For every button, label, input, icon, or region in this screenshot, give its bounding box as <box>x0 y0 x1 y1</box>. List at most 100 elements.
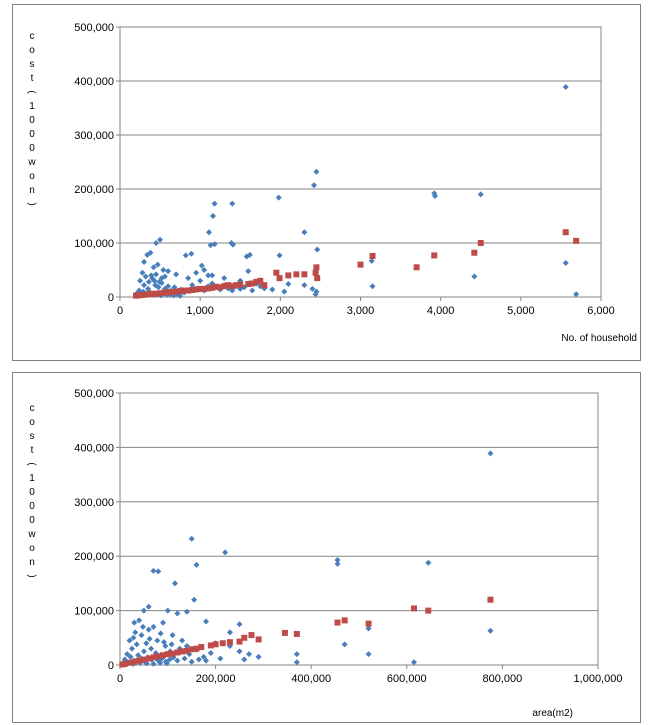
y-axis-label-char: 0 <box>29 501 35 512</box>
data-point <box>368 257 375 264</box>
data-point <box>253 278 260 285</box>
data-point <box>133 292 140 299</box>
data-point <box>165 283 172 290</box>
data-point <box>212 641 219 648</box>
data-point <box>293 651 300 658</box>
data-point <box>160 652 167 659</box>
data-point <box>197 285 204 292</box>
data-point <box>369 283 376 290</box>
data-point <box>132 629 139 636</box>
y-axis-label-char: s <box>30 59 35 70</box>
x-tick-label: 600,000 <box>387 673 427 685</box>
data-point <box>562 259 569 266</box>
x-tick-label: 6,000 <box>587 305 615 317</box>
y-tick-label: 100,000 <box>74 606 114 618</box>
data-point <box>229 283 236 290</box>
data-point <box>185 287 192 294</box>
data-point <box>203 618 210 625</box>
data-point <box>141 258 148 265</box>
data-point <box>219 640 226 647</box>
series-0 <box>134 83 580 299</box>
data-point <box>174 610 181 617</box>
data-point <box>357 261 364 268</box>
data-point <box>217 284 224 291</box>
y-tick-label: 400,000 <box>74 76 114 88</box>
data-point <box>140 656 147 663</box>
data-point <box>157 630 164 637</box>
data-point <box>128 645 135 652</box>
data-point <box>189 286 196 293</box>
data-point <box>311 182 318 189</box>
data-point <box>188 250 195 257</box>
y-tick-label: 100,000 <box>74 238 114 250</box>
data-point <box>153 240 160 246</box>
data-point <box>138 632 145 639</box>
data-point <box>293 630 300 637</box>
data-point <box>155 653 162 660</box>
data-point <box>285 272 292 279</box>
data-point <box>365 625 372 632</box>
y-axis-label-char: 1 <box>29 473 35 484</box>
data-point <box>174 657 181 664</box>
data-point <box>155 568 162 575</box>
data-point <box>207 642 214 649</box>
data-point <box>226 629 233 636</box>
data-point <box>431 252 438 259</box>
data-point <box>144 251 151 258</box>
data-point <box>432 193 439 200</box>
y-axis-label-char: ) <box>26 202 37 205</box>
y-axis-label-char: o <box>29 543 35 554</box>
y-axis-label-char: o <box>29 45 35 56</box>
y-axis-label-char: n <box>29 185 35 196</box>
data-point <box>233 282 240 289</box>
data-point <box>177 288 184 295</box>
data-point <box>410 659 417 666</box>
data-point <box>140 648 147 655</box>
data-point <box>293 271 300 278</box>
data-point <box>365 620 372 627</box>
data-point <box>471 249 478 256</box>
data-point <box>146 635 153 642</box>
data-point <box>425 559 432 566</box>
data-point <box>150 660 157 667</box>
x-axis-label: area(m2) <box>532 708 573 719</box>
data-point <box>487 596 494 603</box>
data-point <box>193 269 200 276</box>
data-point <box>312 291 319 298</box>
data-point <box>154 637 161 644</box>
data-point <box>148 645 155 652</box>
data-point <box>193 561 200 568</box>
data-point <box>226 639 233 646</box>
y-axis-label-char: o <box>29 171 35 182</box>
data-point <box>150 264 157 271</box>
y-tick-label: 300,000 <box>74 497 114 509</box>
x-tick-label: 5,000 <box>507 305 535 317</box>
data-point <box>301 229 308 236</box>
data-point <box>150 567 157 574</box>
y-tick-label: 200,000 <box>74 184 114 196</box>
data-point <box>205 229 212 236</box>
data-point <box>181 655 188 662</box>
data-point <box>562 83 569 90</box>
data-point <box>145 291 152 298</box>
x-tick-label: 3,000 <box>347 305 375 317</box>
y-axis-label-char: c <box>30 403 35 414</box>
data-point <box>127 653 134 660</box>
y-tick-label: 500,000 <box>74 388 114 400</box>
data-point <box>301 271 308 278</box>
plot-area <box>119 392 599 666</box>
data-point <box>249 287 256 294</box>
y-axis-label-char: 0 <box>29 115 35 126</box>
chart-area: 0 100,000 200,000 300,000 400,000 500,000 0 200… <box>26 388 622 719</box>
data-point <box>241 634 248 641</box>
data-point <box>201 285 208 292</box>
data-point <box>148 272 155 279</box>
y-tick-label: 300,000 <box>74 130 114 142</box>
data-point <box>301 282 308 289</box>
data-point <box>209 284 216 291</box>
data-point <box>173 271 180 278</box>
data-point <box>312 269 319 276</box>
data-point <box>142 273 149 280</box>
data-point <box>185 275 192 282</box>
data-point <box>198 262 205 269</box>
